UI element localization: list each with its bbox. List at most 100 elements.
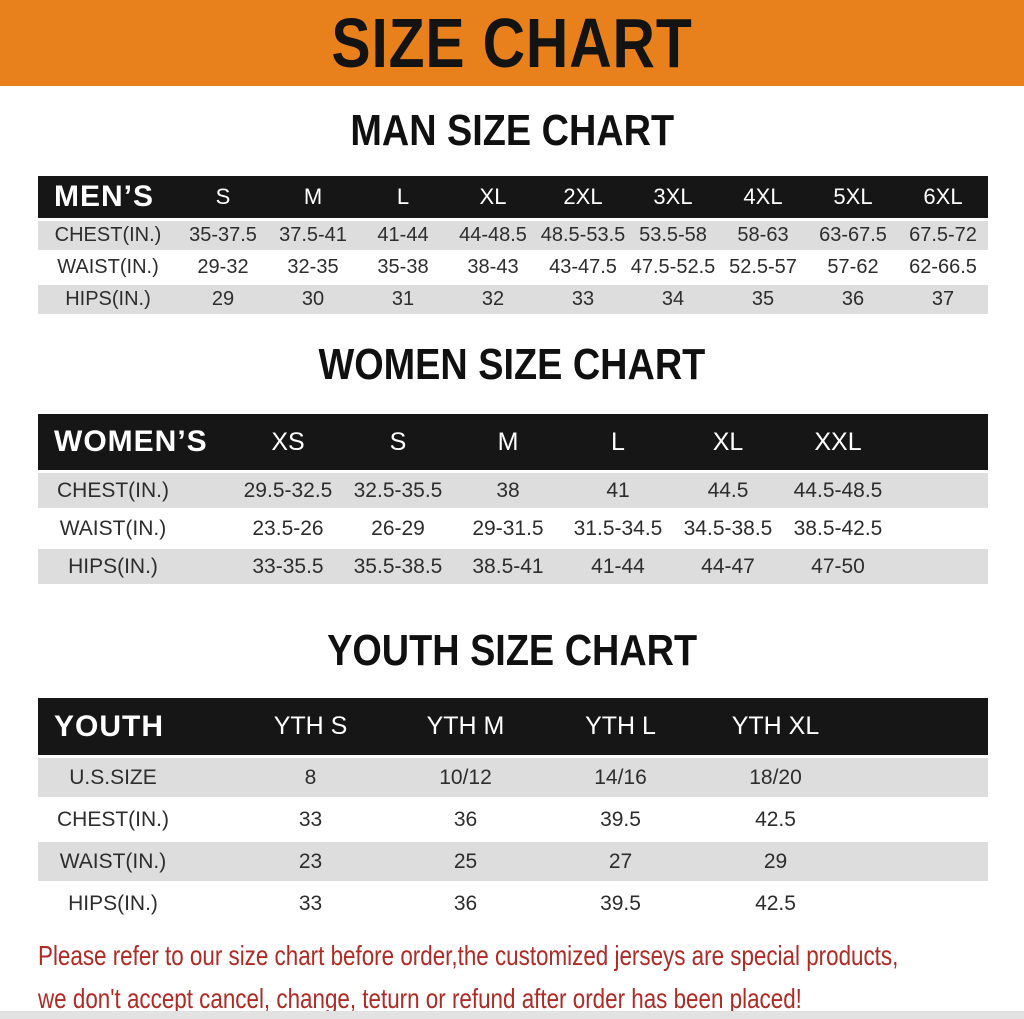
size-cell: 37 [931, 288, 955, 310]
table-row: U.S.SIZE 8 10/12 14/16 18/20 [38, 758, 988, 797]
row-label: WAIST(IN.) [59, 516, 167, 540]
banner: SIZE CHART [0, 0, 1024, 86]
size-cell: 36 [453, 807, 478, 831]
size-cell: 14/16 [594, 765, 647, 789]
youth-table-header-row: YOUTH YTH S YTH M YTH L YTH XL [38, 698, 988, 755]
size-cell: 30 [301, 288, 325, 310]
women-section-heading-text: WOMEN SIZE CHART [318, 340, 706, 389]
size-col-header: M [303, 184, 323, 209]
women-table-header-row: WOMEN’S XS S M L XL XXL [38, 414, 988, 470]
row-label: CHEST(IN.) [54, 224, 162, 246]
size-cell: 36 [453, 891, 478, 915]
order-notice-line-2-text: we don't accept cancel, change, teturn o… [38, 983, 802, 1014]
size-cell: 41-44 [591, 554, 645, 578]
table-corner-label: WOMEN’S [54, 425, 208, 458]
men-section-heading: MAN SIZE CHART [0, 106, 1024, 156]
table-row: WAIST(IN.) 23 25 27 29 [38, 842, 988, 881]
size-cell: 38.5-42.5 [793, 516, 883, 540]
size-cell: 47.5-52.5 [630, 256, 716, 278]
size-col-header: L [396, 184, 410, 209]
youth-section-heading-text: YOUTH SIZE CHART [326, 626, 697, 675]
men-section-heading-text: MAN SIZE CHART [350, 106, 674, 155]
row-label: CHEST(IN.) [57, 478, 169, 502]
size-cell: 18/20 [749, 765, 802, 789]
table-row: WAIST(IN.) 29-32 32-35 35-38 38-43 43-47… [38, 253, 988, 282]
youth-section-heading: YOUTH SIZE CHART [0, 626, 1024, 676]
size-col-header: M [497, 427, 519, 456]
size-cell: 10/12 [439, 765, 492, 789]
table-corner-label: YOUTH [54, 709, 164, 743]
order-notice-line-1: Please refer to our size chart before or… [38, 937, 1024, 980]
order-notice-line-1-text: Please refer to our size chart before or… [38, 940, 899, 971]
size-col-header: XXL [814, 427, 862, 456]
size-col-header: YTH XL [731, 712, 820, 740]
size-cell: 33 [571, 288, 595, 310]
size-cell: 35-37.5 [189, 224, 257, 246]
size-cell: 27 [608, 849, 633, 873]
size-cell: 41 [606, 478, 630, 502]
size-cell: 31 [391, 288, 415, 310]
size-cell: 41-44 [377, 224, 429, 246]
size-cell: 38.5-41 [472, 554, 544, 578]
order-notice: Please refer to our size chart before or… [38, 937, 1024, 1019]
size-cell: 37.5-41 [279, 224, 347, 246]
size-col-header: YTH M [426, 712, 505, 740]
size-cell: 42.5 [755, 891, 796, 915]
size-cell: 39.5 [600, 807, 641, 831]
size-cell: 42.5 [755, 807, 796, 831]
size-cell: 25 [453, 849, 478, 873]
table-corner-label: MEN’S [54, 180, 155, 213]
size-cell: 48.5-53.5 [540, 224, 626, 246]
size-cell: 32 [481, 288, 505, 310]
size-col-header: 5XL [833, 184, 873, 209]
size-cell: 32-35 [287, 256, 339, 278]
size-col-header: S [389, 427, 407, 456]
size-cell: 34 [661, 288, 685, 310]
size-cell: 8 [304, 765, 317, 789]
size-cell: 29.5-32.5 [243, 478, 333, 502]
size-cell: 58-63 [737, 224, 789, 246]
row-label: WAIST(IN.) [59, 849, 167, 873]
size-cell: 63-67.5 [819, 224, 887, 246]
women-size-table: WOMEN’S XS S M L XL XXL CHEST(IN.) 29.5-… [38, 414, 988, 584]
size-cell: 29 [211, 288, 235, 310]
row-label: HIPS(IN.) [68, 554, 158, 578]
table-row: CHEST(IN.) 33 36 39.5 42.5 [38, 800, 988, 839]
size-cell: 26-29 [371, 516, 425, 540]
row-label: CHEST(IN.) [57, 807, 169, 831]
row-label: HIPS(IN.) [65, 288, 151, 310]
table-row: CHEST(IN.) 35-37.5 37.5-41 41-44 44-48.5… [38, 221, 988, 250]
size-cell: 44-48.5 [459, 224, 527, 246]
size-cell: 35.5-38.5 [353, 554, 443, 578]
size-cell: 35 [751, 288, 775, 310]
size-cell: 35-38 [377, 256, 429, 278]
size-col-header: YTH L [585, 712, 656, 740]
size-col-header: 4XL [743, 184, 783, 209]
size-cell: 57-62 [827, 256, 879, 278]
size-cell: 23.5-26 [252, 516, 324, 540]
size-col-header: XL [479, 184, 507, 209]
size-cell: 67.5-72 [909, 224, 977, 246]
size-col-header: XL [712, 427, 744, 456]
size-col-header: 6XL [923, 184, 963, 209]
size-cell: 38 [496, 478, 520, 502]
table-row: HIPS(IN.) 29 30 31 32 33 34 35 36 37 [38, 285, 988, 314]
order-notice-line-2: we don't accept cancel, change, teturn o… [38, 980, 1024, 1019]
size-cell: 29-32 [197, 256, 249, 278]
banner-title: SIZE CHART [331, 4, 693, 82]
size-cell: 29-31.5 [472, 516, 544, 540]
size-cell: 33-35.5 [252, 554, 324, 578]
size-cell: 44.5-48.5 [793, 478, 883, 502]
table-row: HIPS(IN.) 33-35.5 35.5-38.5 38.5-41 41-4… [38, 549, 988, 584]
size-cell: 33 [298, 807, 323, 831]
men-table-header-row: MEN’S S M L XL 2XL 3XL 4XL 5XL 6XL [38, 176, 988, 218]
size-cell: 33 [298, 891, 323, 915]
row-label: HIPS(IN.) [68, 891, 158, 915]
women-section-heading: WOMEN SIZE CHART [0, 340, 1024, 390]
size-cell: 39.5 [600, 891, 641, 915]
men-size-table: MEN’S S M L XL 2XL 3XL 4XL 5XL 6XL CHEST… [38, 176, 988, 314]
table-row: HIPS(IN.) 33 36 39.5 42.5 [38, 884, 988, 923]
size-cell: 43-47.5 [549, 256, 617, 278]
size-cell: 44.5 [707, 478, 749, 502]
